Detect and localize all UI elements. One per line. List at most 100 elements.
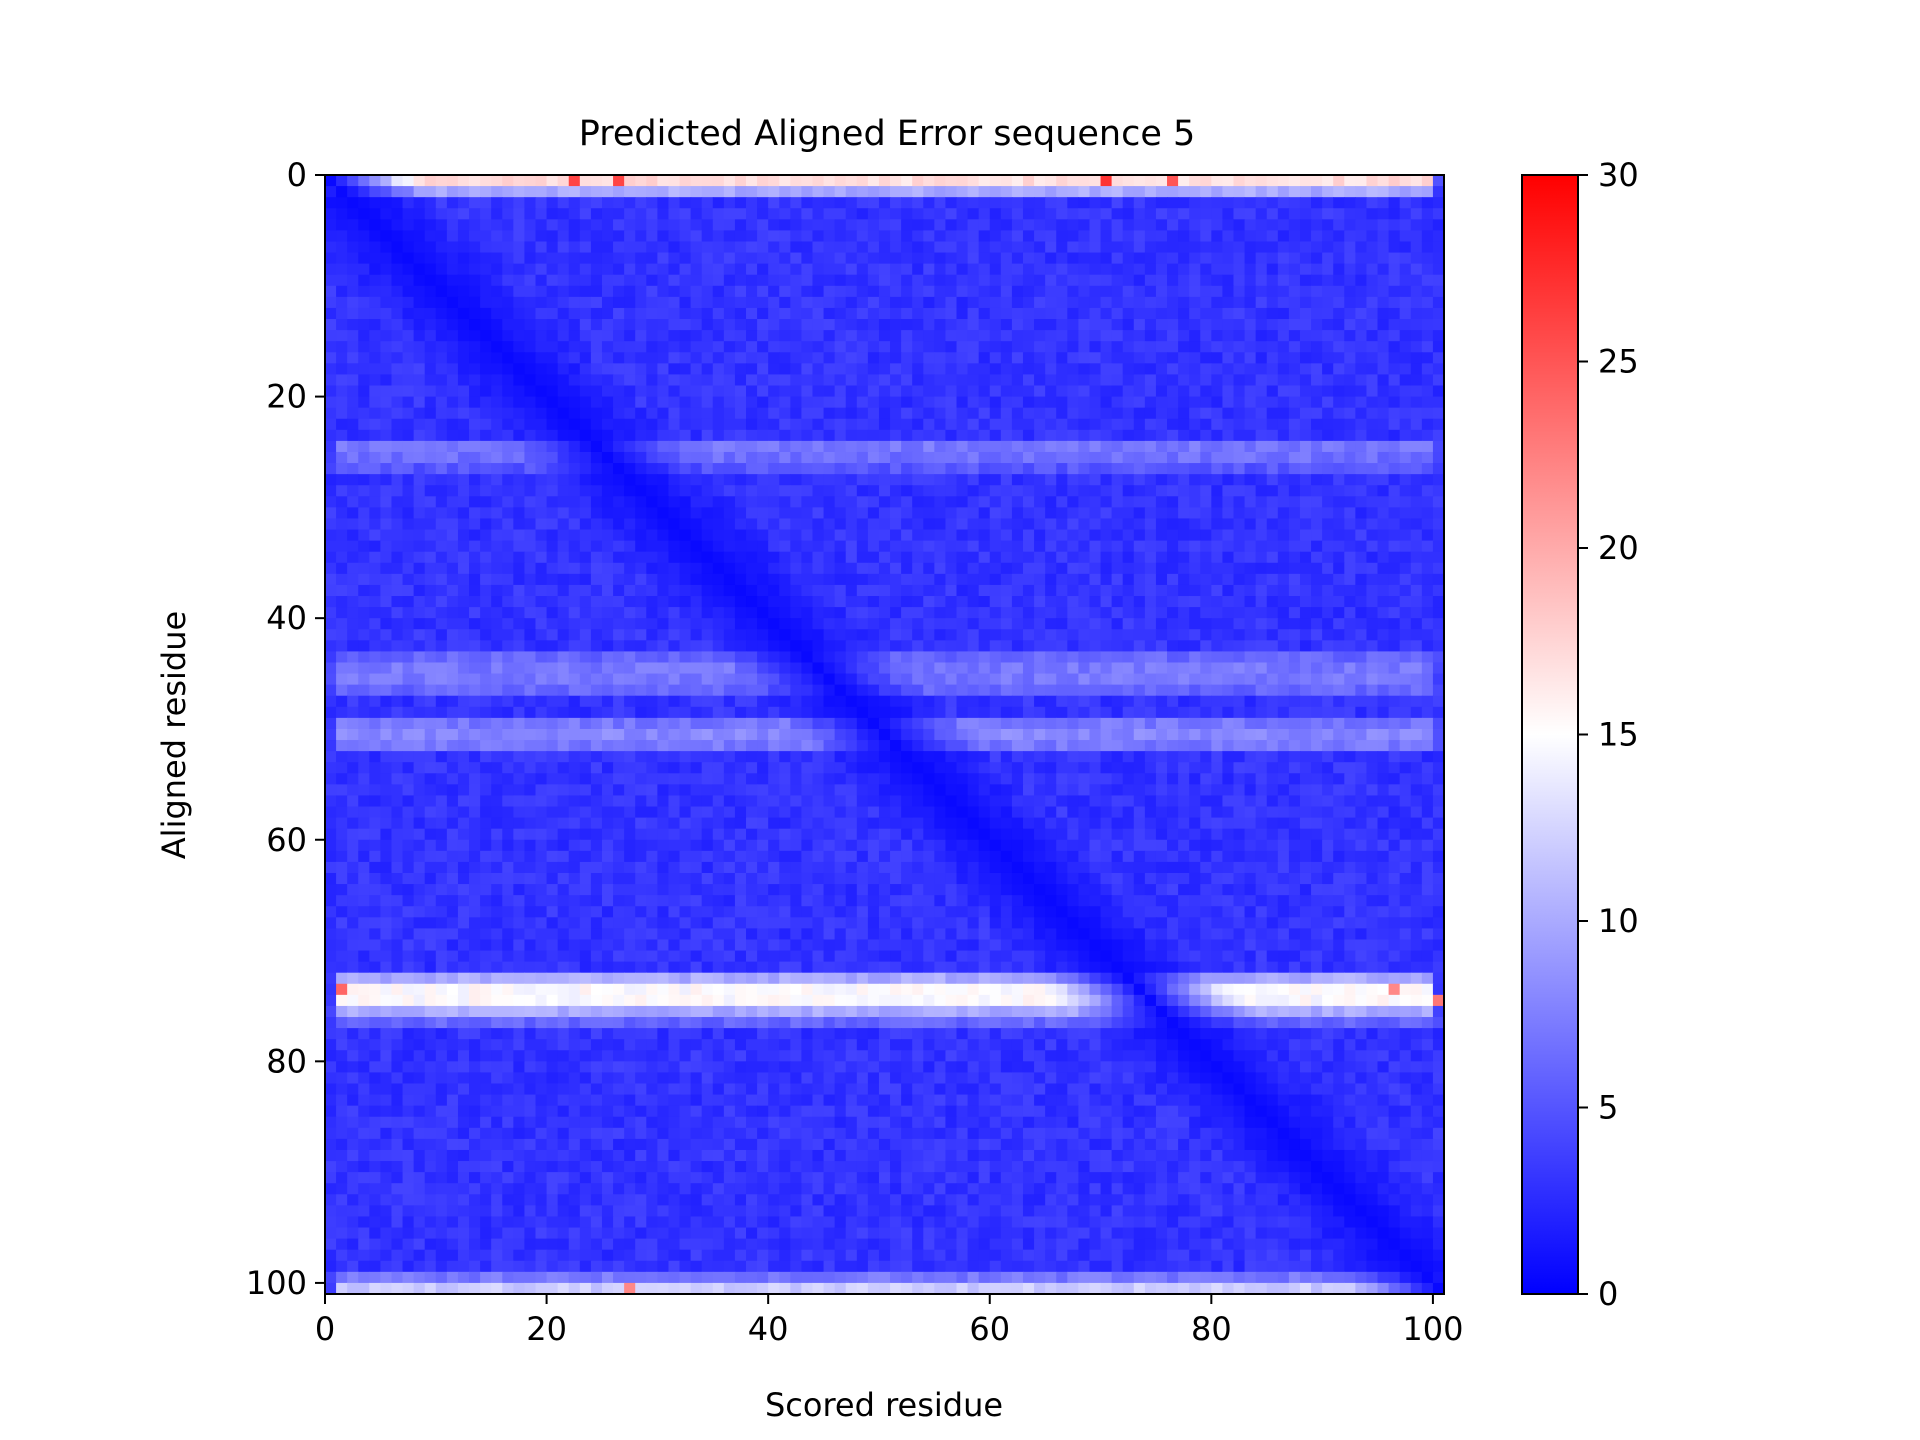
heatmap-cell xyxy=(336,296,348,309)
heatmap-cell xyxy=(601,208,614,220)
heatmap-cell xyxy=(867,640,880,653)
heatmap-cell xyxy=(856,540,869,553)
heatmap-cell xyxy=(967,474,980,486)
heatmap-cell xyxy=(856,684,869,697)
heatmap-cell xyxy=(435,285,448,298)
heatmap-cell xyxy=(435,607,448,619)
heatmap-cell xyxy=(1022,584,1035,597)
heatmap-cell xyxy=(701,562,714,575)
heatmap-cell xyxy=(945,451,958,464)
heatmap-cell xyxy=(457,651,470,664)
heatmap-cell xyxy=(1333,363,1345,376)
heatmap-cell xyxy=(790,629,803,641)
heatmap-cell xyxy=(1056,230,1068,243)
heatmap-cell xyxy=(1045,706,1057,719)
heatmap-cell xyxy=(690,607,703,619)
heatmap-cell xyxy=(1244,596,1257,608)
heatmap-cell xyxy=(723,285,736,298)
heatmap-cell xyxy=(402,507,415,520)
heatmap-cell xyxy=(1399,618,1412,630)
heatmap-cell xyxy=(1100,562,1113,575)
heatmap-cell xyxy=(601,341,614,353)
heatmap-cell xyxy=(1200,695,1212,708)
heatmap-cell xyxy=(1089,296,1102,309)
heatmap-cell xyxy=(967,319,980,331)
heatmap-cell xyxy=(1421,197,1434,209)
heatmap-cell xyxy=(601,485,614,497)
heatmap-cell xyxy=(890,319,902,331)
heatmap-cell xyxy=(1255,396,1268,409)
heatmap-cell xyxy=(1067,440,1079,453)
heatmap-cell xyxy=(1022,529,1035,542)
heatmap-cell xyxy=(546,706,559,719)
heatmap-cell xyxy=(1056,263,1068,276)
heatmap-cell xyxy=(989,662,1002,675)
heatmap-cell xyxy=(1122,551,1135,564)
heatmap-cell xyxy=(668,341,681,353)
heatmap-cell xyxy=(502,296,514,309)
heatmap-cell xyxy=(878,695,891,708)
heatmap-cell xyxy=(856,474,869,486)
heatmap-cell xyxy=(1333,263,1345,276)
heatmap-cell xyxy=(690,640,703,653)
heatmap-cell xyxy=(1034,706,1046,719)
heatmap-cell xyxy=(701,651,714,664)
heatmap-cell xyxy=(1089,374,1102,387)
heatmap-cell xyxy=(347,429,359,442)
heatmap-cell xyxy=(1266,197,1279,209)
heatmap-cell xyxy=(1133,385,1146,398)
heatmap-cell xyxy=(446,374,459,387)
heatmap-cell xyxy=(1034,607,1046,619)
heatmap-cell xyxy=(1388,363,1401,376)
heatmap-cell xyxy=(1100,440,1113,453)
heatmap-cell xyxy=(480,518,492,531)
heatmap-cell xyxy=(446,463,459,475)
heatmap-cell xyxy=(336,651,348,664)
heatmap-cell xyxy=(469,385,481,398)
heatmap-cell xyxy=(336,573,348,586)
heatmap-cell xyxy=(867,186,880,198)
heatmap-cell xyxy=(1089,584,1102,597)
heatmap-cell xyxy=(358,186,370,198)
heatmap-cell xyxy=(912,551,924,564)
heatmap-cell xyxy=(446,607,459,619)
heatmap-cell xyxy=(1100,407,1113,420)
heatmap-cell xyxy=(1333,629,1345,641)
heatmap-cell xyxy=(1189,330,1201,342)
heatmap-cell xyxy=(945,485,958,497)
heatmap-cell xyxy=(424,596,437,608)
heatmap-cell xyxy=(1122,662,1135,675)
heatmap-cell xyxy=(524,451,537,464)
heatmap-cell xyxy=(901,551,913,564)
heatmap-cell xyxy=(1421,618,1434,630)
heatmap-cell xyxy=(1299,208,1312,220)
heatmap-cell xyxy=(480,651,492,664)
heatmap-cell xyxy=(912,706,924,719)
heatmap-cell xyxy=(1189,263,1201,276)
heatmap-cell xyxy=(1078,219,1091,231)
heatmap-cell xyxy=(1000,673,1013,686)
heatmap-cell xyxy=(491,186,503,198)
heatmap-cell xyxy=(535,341,548,353)
heatmap-cell xyxy=(1034,330,1046,342)
heatmap-cell xyxy=(1377,274,1390,287)
heatmap-cell xyxy=(1421,418,1434,431)
heatmap-cell xyxy=(1178,562,1190,575)
heatmap-cell xyxy=(1299,640,1312,653)
heatmap-cell xyxy=(424,706,437,719)
heatmap-cell xyxy=(613,263,625,276)
heatmap-cell xyxy=(513,584,526,597)
heatmap-cell xyxy=(1034,363,1046,376)
heatmap-cell xyxy=(956,562,969,575)
heatmap-cell xyxy=(1266,640,1279,653)
heatmap-cell xyxy=(624,540,636,553)
heatmap-cell xyxy=(978,706,991,719)
heatmap-cell xyxy=(1277,208,1290,220)
heatmap-cell xyxy=(1410,330,1423,342)
heatmap-cell xyxy=(435,673,448,686)
heatmap-cell xyxy=(1211,596,1224,608)
heatmap-cell xyxy=(1333,607,1345,619)
heatmap-cell xyxy=(1200,230,1212,243)
heatmap-cell xyxy=(613,208,625,220)
heatmap-cell xyxy=(546,496,559,508)
